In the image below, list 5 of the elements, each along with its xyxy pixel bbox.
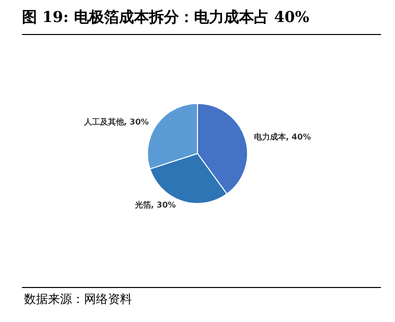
slice-label: 电力成本, 40% — [254, 132, 311, 142]
chart-title: 图 19: 电极箔成本拆分：电力成本占 40% — [22, 8, 310, 27]
slice-label: 光箔, 30% — [134, 200, 176, 210]
source-note: 数据来源：网络资料 — [24, 291, 132, 308]
slice-label: 人工及其他, 30% — [82, 117, 149, 126]
